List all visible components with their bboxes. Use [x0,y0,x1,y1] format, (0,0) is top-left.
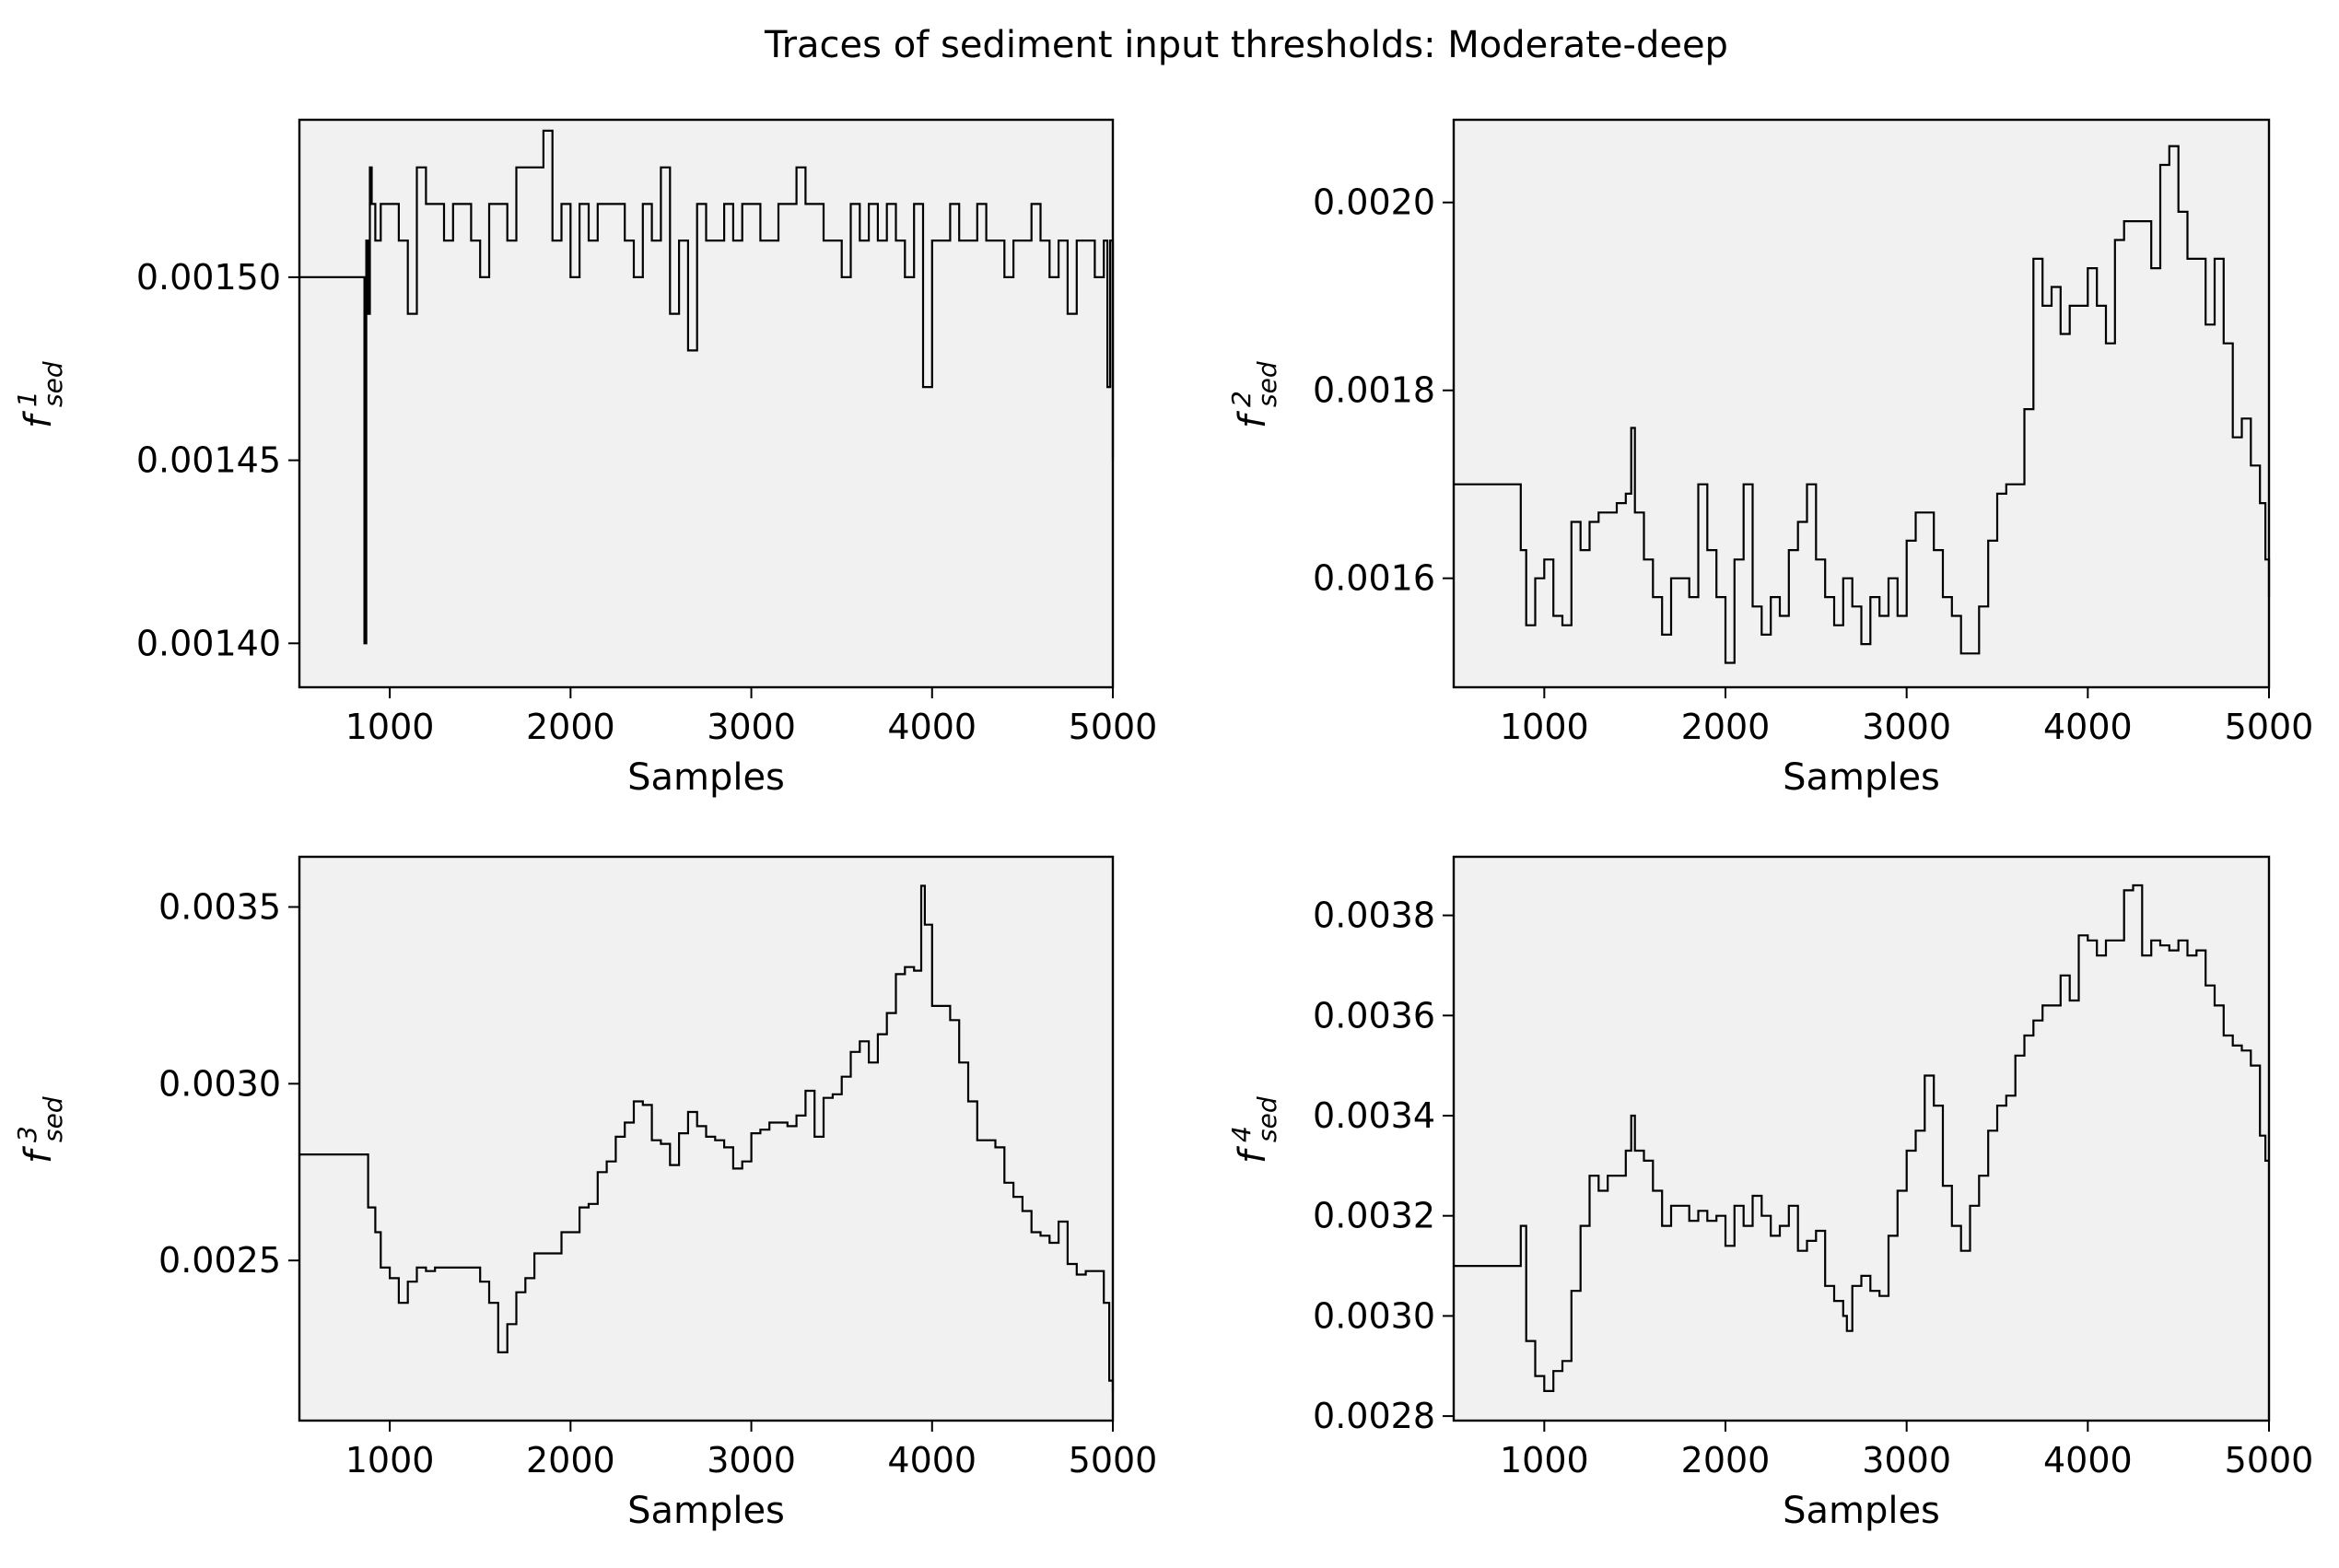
y-tick-label: 0.0038 [1313,895,1435,936]
x-axis-label: Samples [1783,756,1940,799]
x-tick-label: 3000 [1862,1440,1951,1480]
plot-area [299,857,1113,1421]
y-tick-label: 0.0036 [1313,995,1435,1036]
x-tick-label: 2000 [526,707,615,747]
x-tick-label: 1000 [345,707,435,747]
axes-frame [298,855,1115,1422]
x-tick-label: 5000 [1069,707,1158,747]
chart-panel-3: 1000 2000 3000 4000 5000 0.0025 0.0030 0.0035 Sa… [12,855,1158,1532]
y-tick-label: 0.00145 [136,440,281,481]
plot-area [1454,120,2269,687]
y-tick-label: 0.0030 [158,1063,281,1104]
y-tick-label: 0.0016 [1313,558,1435,599]
y-tick-label: 0.00140 [136,623,281,663]
x-tick-label: 3000 [707,707,796,747]
x-tick-label: 5000 [2225,707,2314,747]
y-axis-label-superscript: 4 [1226,1126,1257,1142]
x-tick-label: 2000 [1681,707,1771,747]
y-axis-label-superscript: 3 [12,1126,42,1142]
y-tick-label: 0.00150 [136,257,281,298]
x-tick-label: 4000 [2043,707,2133,747]
trace-line-1 [299,129,1115,645]
x-tick-label: 5000 [2225,1440,2314,1480]
y-tick-label: 0.0030 [1313,1295,1435,1336]
axes-frame [1452,118,2271,689]
y-tick-label: 0.0028 [1313,1396,1435,1436]
figure-title: Traces of sediment input thresholds: Mod… [764,24,1728,66]
y-tick-label: 0.0020 [1313,182,1435,223]
y-tick-label: 0.0025 [158,1240,281,1281]
x-tick-label: 1000 [345,1440,435,1480]
axes-frame [298,118,1115,689]
x-tick-label: 1000 [1500,1440,1589,1480]
y-axis-label-subscript: sed [38,1096,68,1142]
axes-frame [1452,855,2271,1422]
y-axis-label-base: f [1232,1145,1274,1164]
x-tick-label: 1000 [1500,707,1589,747]
x-axis-label: Samples [627,1490,785,1532]
plot-area [1454,857,2269,1421]
x-axis-label: Samples [1783,1490,1940,1532]
chart-panel-2: 1000 2000 3000 4000 5000 0.0016 0.0018 0.0020 Sa… [1226,118,2314,799]
y-axis-label-subscript: sed [1252,1096,1282,1142]
trace-line-1 [1454,883,2269,1392]
y-axis-label-superscript: 2 [1226,391,1257,407]
y-axis-label-superscript: 1 [12,391,42,407]
trace-line-1 [1454,145,2271,664]
x-tick-label: 2000 [526,1440,615,1480]
x-tick-label: 3000 [707,1440,796,1480]
y-axis-label-subscript: sed [38,361,68,407]
x-axis-label: Samples [627,756,785,799]
y-axis-label-subscript: sed [1252,361,1282,407]
x-tick-label: 3000 [1862,707,1951,747]
y-axis-label-base: f [18,1145,60,1164]
x-tick-label: 5000 [1069,1440,1158,1480]
chart-panel-4: 1000 2000 3000 4000 5000 0.0028 0.0030 0.0032 0.… [1226,855,2314,1532]
chart-panel-1: 1000 2000 3000 4000 5000 0.00140 0.00145 0.0015… [12,118,1158,799]
y-tick-label: 0.0034 [1313,1095,1435,1136]
y-tick-label: 0.0032 [1313,1196,1435,1236]
y-axis-label-base: f [1232,410,1274,428]
y-tick-label: 0.0035 [158,886,281,927]
x-tick-label: 4000 [2043,1440,2133,1480]
trace-line-1 [299,884,1115,1392]
y-tick-label: 0.0018 [1313,370,1435,411]
y-axis-label-base: f [18,410,60,428]
x-tick-label: 2000 [1681,1440,1771,1480]
x-tick-label: 4000 [887,707,977,747]
x-tick-label: 4000 [887,1440,977,1480]
